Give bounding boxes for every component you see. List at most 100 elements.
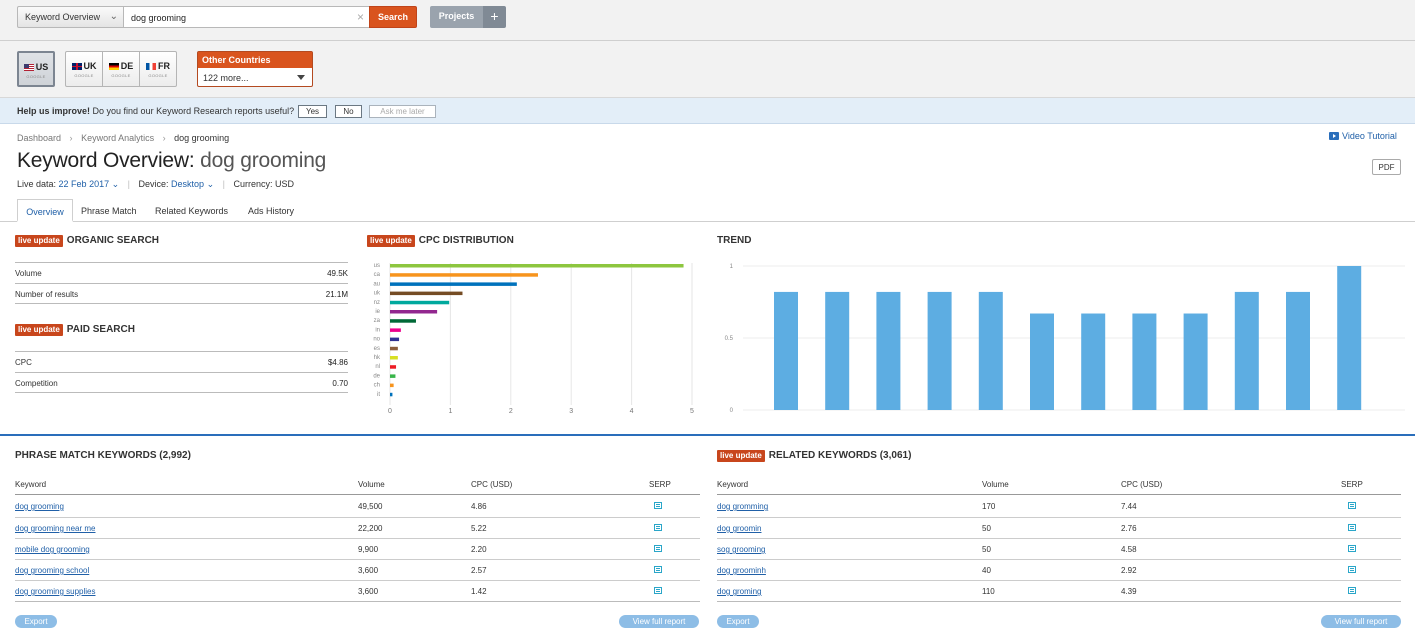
x-tick-label: 5	[690, 408, 694, 415]
category-label: nl	[375, 364, 380, 370]
column-header: Volume	[358, 480, 385, 489]
country-engine-fr: GOOGLE	[148, 73, 168, 78]
page-title-query: dog grooming	[200, 149, 327, 172]
other-countries-select[interactable]: 122 more...	[198, 68, 312, 83]
serp-icon[interactable]	[1348, 524, 1356, 531]
keyword-link[interactable]: mobile dog grooming	[15, 545, 90, 554]
de-flag-icon	[108, 63, 119, 70]
feedback-bar: Help us improve! Do you find our Keyword…	[0, 98, 1415, 124]
live-date-select[interactable]: 22 Feb 2017 ⌄	[58, 179, 120, 189]
country-button-fr[interactable]: FR GOOGLE	[139, 51, 177, 87]
related-view-full-button[interactable]: View full report	[1321, 615, 1401, 628]
table-row: mobile dog grooming 9,900 2.20	[15, 538, 700, 559]
volume-cell: 110	[982, 587, 995, 596]
country-button-de[interactable]: DE GOOGLE	[102, 51, 140, 87]
category-label: za	[374, 318, 381, 324]
serp-icon[interactable]	[654, 502, 662, 509]
live-update-badge: live update	[367, 235, 415, 247]
tab-phrase-match[interactable]: Phrase Match	[81, 206, 137, 216]
serp-icon[interactable]	[654, 566, 662, 573]
serp-icon[interactable]	[654, 545, 662, 552]
cpc-cell: 1.42	[471, 587, 487, 596]
cpc-distribution-title: live update CPC DISTRIBUTION	[367, 235, 514, 247]
x-tick-label: 3	[569, 408, 573, 415]
keyword-link[interactable]: dog grooming near me	[15, 524, 96, 533]
paid-cpc-value: $4.86	[327, 358, 348, 367]
tab-ads-history[interactable]: Ads History	[248, 206, 295, 216]
video-tutorial-link[interactable]: Video Tutorial	[1329, 131, 1397, 141]
category-label: ie	[375, 309, 380, 315]
country-code-us: US	[35, 62, 49, 72]
trend-bar	[1030, 313, 1054, 410]
category-label: nz	[374, 300, 380, 306]
add-project-button[interactable]: +	[483, 6, 506, 28]
keyword-link[interactable]: dog groming	[717, 587, 762, 596]
report-tabs: Overview Phrase Match Related Keywords A…	[0, 199, 1415, 222]
device-select[interactable]: Desktop ⌄	[171, 179, 215, 189]
tab-overview[interactable]: Overview	[17, 199, 73, 222]
category-label: in	[375, 327, 380, 333]
organic-volume-label: Volume	[15, 269, 42, 278]
keyword-link[interactable]: dog grooming	[15, 502, 64, 511]
report-type-select[interactable]: Keyword Overview ⌄	[17, 6, 124, 28]
cpc-bar	[390, 392, 393, 397]
trend-bar	[1337, 266, 1362, 410]
column-header: Keyword	[15, 480, 47, 489]
table-row: dog grooming supplies 3,600 1.42	[15, 580, 700, 601]
feedback-later-button[interactable]: Ask me later	[369, 105, 436, 118]
video-tutorial-label: Video Tutorial	[1342, 131, 1397, 141]
serp-icon[interactable]	[654, 587, 662, 594]
feedback-no-button[interactable]: No	[335, 105, 362, 118]
cpc-cell: 2.20	[471, 545, 487, 554]
breadcrumb-dashboard[interactable]: Dashboard	[17, 133, 62, 143]
serp-icon[interactable]	[1348, 566, 1356, 573]
keyword-link[interactable]: dog groomin	[717, 524, 762, 533]
paid-competition-label: Competition	[15, 379, 58, 388]
keyword-link[interactable]: dog grooming supplies	[15, 587, 96, 596]
other-countries-dropdown[interactable]: Other Countries 122 more...	[197, 51, 313, 87]
projects-button[interactable]: Projects	[430, 6, 483, 28]
country-button-uk[interactable]: UK GOOGLE	[65, 51, 103, 87]
column-header: Volume	[982, 480, 1009, 489]
search-button[interactable]: Search	[369, 6, 417, 28]
x-tick-label: 0	[388, 408, 392, 415]
trend-bar	[1234, 291, 1259, 410]
tab-related-keywords[interactable]: Related Keywords	[155, 206, 229, 216]
paid-competition-value: 0.70	[332, 379, 348, 388]
related-export-button[interactable]: Export	[717, 615, 759, 628]
organic-search-label: ORGANIC SEARCH	[66, 235, 160, 246]
cpc-bar	[390, 300, 450, 305]
pdf-export-button[interactable]: PDF	[1372, 159, 1401, 175]
page-title-prefix: Keyword Overview:	[17, 149, 195, 172]
cpc-cell: 2.57	[471, 566, 487, 575]
search-input[interactable]: dog grooming ×	[124, 6, 370, 28]
cpc-cell: 4.39	[1121, 587, 1137, 596]
serp-icon[interactable]	[1348, 502, 1356, 509]
feedback-bold: Help us improve!	[17, 106, 91, 116]
clear-icon[interactable]: ×	[356, 10, 364, 24]
keyword-link[interactable]: dog gromming	[717, 502, 769, 511]
keyword-link[interactable]: sog grooming	[717, 545, 766, 554]
cpc-bar	[390, 319, 416, 323]
serp-icon[interactable]	[1348, 545, 1356, 552]
cpc-cell: 5.22	[471, 524, 487, 533]
cpc-bar	[390, 337, 400, 342]
volume-cell: 3,600	[358, 566, 379, 575]
cpc-bar	[390, 264, 684, 268]
serp-icon[interactable]	[654, 524, 662, 531]
keyword-link[interactable]: dog groominh	[717, 566, 766, 575]
volume-cell: 40	[982, 566, 991, 575]
keyword-link[interactable]: dog grooming school	[15, 566, 90, 575]
country-button-us[interactable]: US GOOGLE	[17, 51, 55, 87]
phrase-export-button[interactable]: Export	[15, 615, 57, 628]
serp-icon[interactable]	[1348, 587, 1356, 594]
phrase-view-full-button[interactable]: View full report	[619, 615, 699, 628]
breadcrumb: Dashboard › Keyword Analytics › dog groo…	[17, 133, 230, 143]
phrase-match-title: PHRASE MATCH KEYWORDS (2,992)	[15, 450, 191, 461]
live-update-badge: live update	[15, 235, 63, 247]
feedback-yes-button[interactable]: Yes	[298, 105, 327, 118]
paid-cpc-row: CPC $4.86	[15, 351, 348, 372]
breadcrumb-keyword-analytics[interactable]: Keyword Analytics	[81, 133, 155, 143]
organic-volume-value: 49.5K	[327, 269, 348, 278]
organic-results-label: Number of results	[15, 290, 79, 299]
